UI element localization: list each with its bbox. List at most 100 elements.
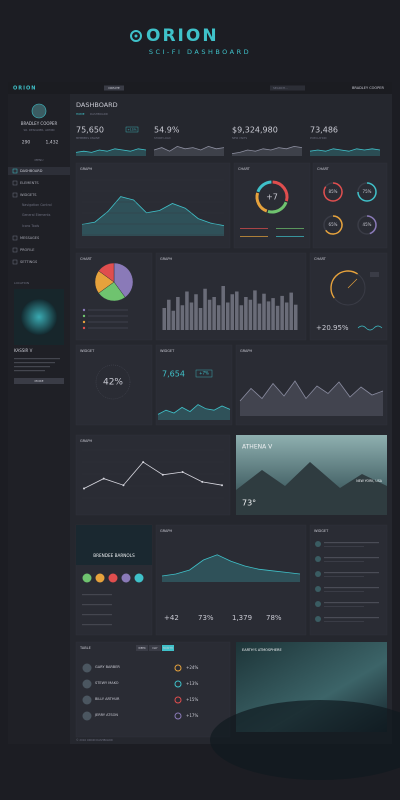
bar	[284, 302, 289, 330]
bar	[293, 304, 298, 330]
panel-title: CHART	[80, 257, 93, 261]
badge	[195, 369, 213, 378]
badge	[125, 126, 139, 133]
bar	[244, 297, 248, 330]
create-button-label[interactable]: CREATE	[108, 86, 120, 90]
bar	[253, 290, 257, 330]
panel-title: CHART	[238, 167, 251, 171]
row-chart	[174, 680, 182, 688]
bar	[266, 301, 271, 330]
tab-label[interactable]: MONTH	[163, 646, 173, 650]
tab[interactable]	[136, 645, 148, 651]
panel-title: TABLE	[79, 646, 91, 650]
social-icon[interactable]	[134, 573, 144, 583]
row-avatar	[82, 663, 92, 673]
percent-ring	[95, 364, 131, 400]
user-name: BRADLEY COOPER	[352, 86, 384, 90]
more-button-label[interactable]: MORE	[35, 379, 44, 383]
stat-label: MEMBERS ONLINE	[76, 136, 100, 140]
ring-label: 45%	[363, 222, 372, 227]
panel	[309, 252, 388, 341]
point	[83, 487, 85, 490]
bar	[235, 291, 239, 330]
place-name: KASSIR V	[14, 348, 33, 353]
legend-dot	[82, 308, 86, 312]
line	[231, 145, 303, 154]
subtitle: SCI-FI DASHBOARD	[149, 48, 251, 56]
create-button[interactable]	[104, 85, 124, 91]
panel	[75, 162, 231, 249]
text-line	[14, 362, 55, 364]
area	[154, 146, 224, 156]
donut-segment	[256, 180, 272, 193]
donut-segment	[267, 201, 288, 214]
graph-stat: 1,379	[232, 614, 252, 622]
more-button[interactable]	[14, 378, 64, 384]
legend-dot	[82, 314, 86, 318]
menu-active	[8, 167, 70, 175]
bar	[162, 308, 167, 330]
line	[83, 461, 223, 489]
menu-item[interactable]: Icons Tools	[22, 224, 40, 228]
panel	[312, 162, 388, 249]
logo-icon	[130, 30, 142, 42]
ring	[366, 215, 377, 235]
menu-item[interactable]: PROFILE	[20, 248, 35, 252]
breadcrumb: HOME	[76, 112, 85, 116]
ring-label: 65%	[329, 222, 338, 227]
page-title: DASHBOARD	[76, 101, 118, 109]
stat-value: 54.9%	[154, 126, 180, 135]
menu-item[interactable]: SETTINGS	[20, 260, 38, 264]
feed-avatar	[315, 571, 321, 577]
search-input[interactable]: SEARCH...	[273, 86, 288, 90]
tab-label[interactable]: DAY	[152, 646, 158, 650]
graph-stat: 73%	[198, 614, 214, 622]
feed-line	[324, 587, 379, 589]
bar	[212, 297, 216, 330]
bar	[167, 299, 171, 330]
legend-line	[88, 315, 128, 317]
feed-line	[324, 572, 379, 574]
graph-stat: +42	[164, 614, 179, 622]
menu-item[interactable]: ELEMENTS	[20, 181, 39, 185]
feed-line	[324, 621, 364, 622]
menu-item[interactable]: WIDGETS	[20, 193, 37, 197]
percent-value: 42%	[103, 378, 123, 388]
area	[162, 554, 300, 582]
footer: © 2016 ORION DASHBOARD	[76, 738, 113, 742]
bar	[275, 305, 280, 330]
text-line	[14, 366, 50, 368]
brand: ORION	[146, 26, 219, 46]
bar	[171, 310, 176, 330]
menu-item[interactable]: DASHBOARD	[20, 169, 43, 173]
social-icon[interactable]	[95, 573, 105, 583]
bar	[198, 308, 203, 330]
legend-dot	[82, 320, 86, 324]
location-heading: LOCATION	[14, 281, 29, 285]
social-icon[interactable]	[108, 573, 118, 583]
sidebar	[8, 94, 70, 744]
search-box[interactable]	[270, 85, 305, 91]
stat-label: POPULATION	[310, 136, 327, 140]
row-name: BILLY ARTHUR	[95, 697, 120, 701]
tab-label[interactable]: WEEK	[138, 646, 146, 650]
ring-label: 85%	[329, 189, 338, 194]
gauge-badge	[370, 272, 379, 277]
line	[161, 554, 301, 577]
social-icon[interactable]	[121, 573, 131, 583]
menu-item[interactable]: MESSAGES	[20, 236, 40, 240]
bar	[221, 286, 225, 330]
tab[interactable]	[149, 645, 161, 651]
bar	[257, 303, 262, 330]
legend-line	[88, 309, 128, 311]
menu-item[interactable]: Navigation Control	[22, 203, 52, 207]
social-icon[interactable]	[82, 573, 92, 583]
area	[310, 148, 380, 156]
graph-stat: 78%	[266, 614, 282, 622]
panel	[75, 344, 153, 426]
menu-item[interactable]: General Elements	[22, 213, 51, 217]
line	[153, 145, 225, 152]
panel	[75, 641, 231, 738]
feed-line	[324, 557, 379, 559]
tab[interactable]	[162, 645, 174, 651]
